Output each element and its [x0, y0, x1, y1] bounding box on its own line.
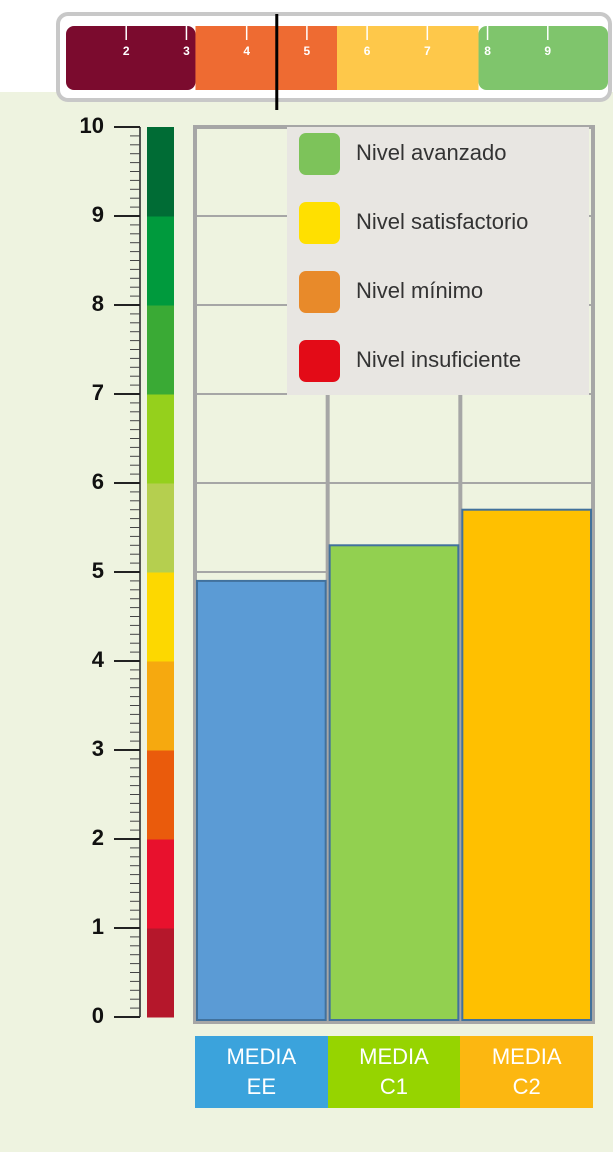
scale-tick-label: 2 — [123, 44, 130, 58]
legend-swatch — [299, 133, 340, 175]
x-tick-label: MEDIA C1 — [327, 1036, 461, 1108]
scale-strip — [147, 928, 174, 1018]
y-tick-label: 10 — [80, 113, 104, 138]
scale-tick-label: 9 — [544, 44, 551, 58]
scale-strip — [147, 127, 174, 217]
x-tick-label: MEDIA C2 — [460, 1036, 593, 1108]
y-tick-label: 5 — [92, 558, 104, 583]
legend-label: Nivel satisfactorio — [356, 209, 528, 234]
scale-tick-label: 7 — [424, 44, 431, 58]
bar — [328, 544, 460, 1021]
scale-tick-label: 3 — [183, 44, 190, 58]
y-tick-label: 0 — [92, 1003, 104, 1028]
scale-segment — [66, 26, 196, 90]
scale-segment — [478, 26, 608, 90]
scale-segment — [337, 26, 479, 90]
scale-strip — [147, 394, 174, 484]
scale-strip — [147, 750, 174, 840]
y-tick-label: 2 — [92, 825, 104, 850]
bar — [461, 508, 593, 1021]
scale-tick-label: 4 — [243, 44, 250, 58]
bar — [196, 579, 327, 1022]
legend-swatch — [299, 271, 340, 313]
legend-label: Nivel avanzado — [356, 140, 506, 165]
y-tick-label: 1 — [92, 914, 104, 939]
scale-strip — [147, 216, 174, 306]
legend-label: Nivel mínimo — [356, 278, 483, 303]
scale-strip — [147, 483, 174, 573]
scale-strip — [147, 305, 174, 395]
scale-tick-label: 5 — [304, 44, 311, 58]
scale-strip — [147, 572, 174, 662]
legend: Nivel avanzado Nivel satisfactorio Nivel m… — [287, 127, 589, 395]
y-tick-label: 3 — [92, 736, 104, 761]
legend-swatch — [299, 340, 340, 382]
scale-segment — [195, 26, 337, 90]
y-tick-label: 7 — [92, 380, 104, 405]
scale-tick-label: 8 — [484, 44, 491, 58]
x-tick-label: MEDIA EE — [195, 1036, 328, 1108]
scale-tick-label: 6 — [364, 44, 371, 58]
y-tick-label: 4 — [92, 647, 105, 672]
scale-strip — [147, 661, 174, 751]
y-tick-label: 6 — [92, 469, 104, 494]
y-tick-label: 8 — [92, 291, 104, 316]
y-tick-label: 9 — [92, 202, 104, 227]
legend-swatch — [299, 202, 340, 244]
legend-label: Nivel insuficiente — [356, 347, 521, 372]
scale-strip — [147, 839, 174, 929]
